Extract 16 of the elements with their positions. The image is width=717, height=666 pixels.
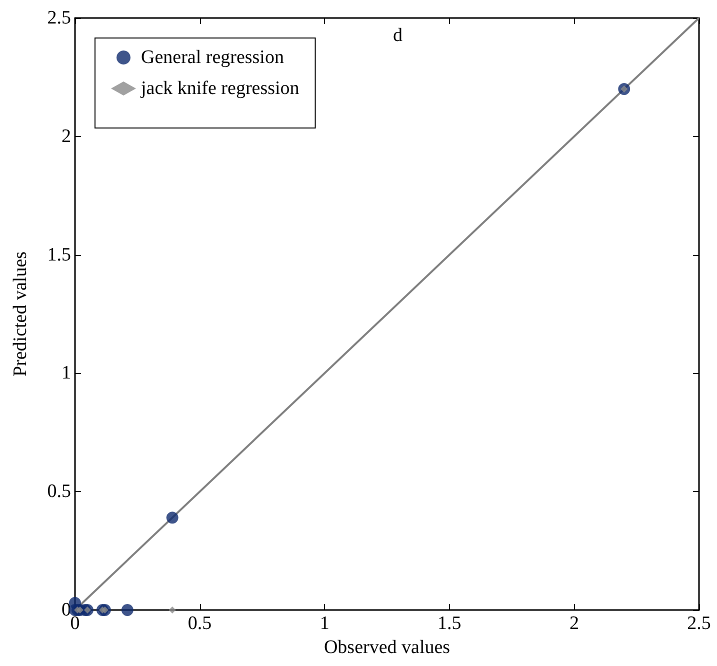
x-tick-label: 2 xyxy=(569,613,579,634)
x-tick-label: 2.5 xyxy=(687,613,711,634)
y-tick-label: 0.5 xyxy=(47,481,71,502)
x-tick-label: 1 xyxy=(320,613,330,634)
y-tick-label: 1.5 xyxy=(47,244,71,266)
x-tick-label: 1.5 xyxy=(438,613,462,634)
y-axis-title: Predicted values xyxy=(10,251,31,377)
y-tick-label: 2.5 xyxy=(47,8,71,28)
x-tick-label: 0.5 xyxy=(188,613,212,634)
y-tick-label: 0 xyxy=(62,600,71,620)
y-tick-label: 2 xyxy=(62,126,71,147)
legend-label: General regression xyxy=(141,47,284,68)
y-tick-label: 1 xyxy=(62,362,71,384)
x-axis-title: Observed values xyxy=(324,636,450,658)
legend-label: jack knife regression xyxy=(140,78,300,99)
annotation: d xyxy=(393,25,403,46)
